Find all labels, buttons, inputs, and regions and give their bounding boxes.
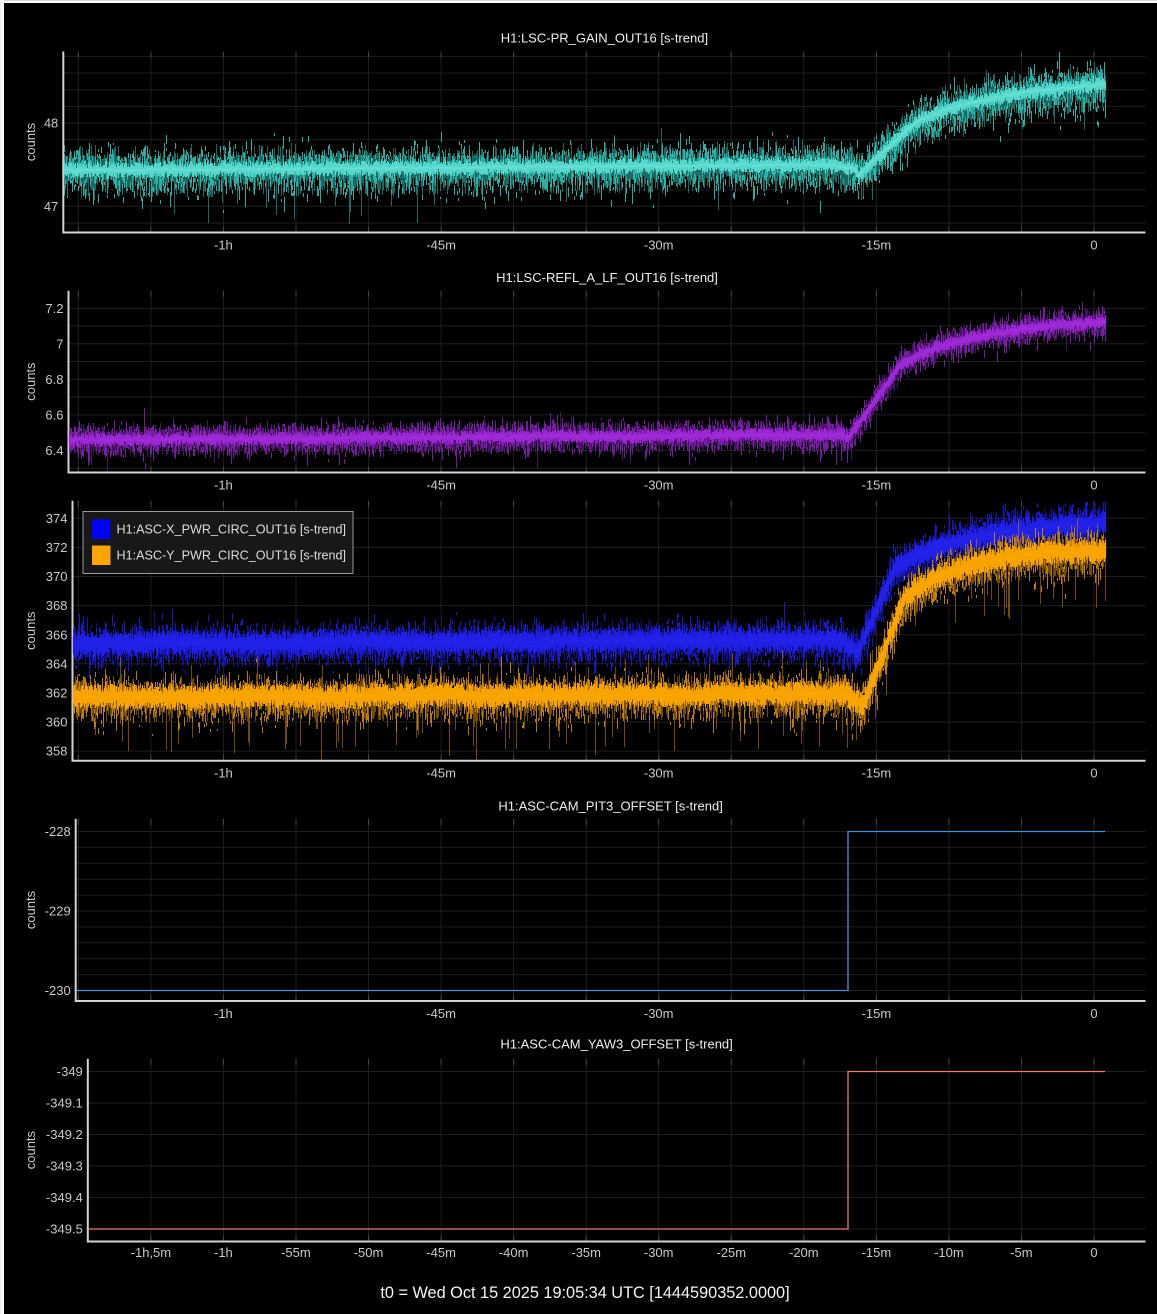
svg-text:-45m: -45m (426, 237, 456, 252)
svg-text:H1:ASC-X_PWR_CIRC_OUT16 [s-tre: H1:ASC-X_PWR_CIRC_OUT16 [s-trend] (117, 523, 347, 537)
svg-text:358: 358 (46, 744, 68, 759)
svg-text:-1h: -1h (214, 237, 233, 252)
svg-text:H1:ASC-Y_PWR_CIRC_OUT16 [s-tre: H1:ASC-Y_PWR_CIRC_OUT16 [s-trend] (117, 549, 347, 563)
svg-text:-25m: -25m (716, 1245, 746, 1260)
svg-text:-349.5: -349.5 (46, 1222, 83, 1237)
svg-text:-228: -228 (45, 824, 71, 839)
svg-text:-20m: -20m (789, 1245, 819, 1260)
svg-text:-1h: -1h (214, 1245, 233, 1260)
svg-text:370: 370 (46, 569, 68, 584)
svg-text:-15m: -15m (862, 766, 892, 781)
svg-text:0: 0 (1090, 766, 1097, 781)
svg-text:-30m: -30m (644, 237, 674, 252)
svg-text:-1h: -1h (214, 477, 233, 492)
svg-text:6.8: 6.8 (45, 372, 63, 387)
svg-text:0: 0 (1090, 237, 1097, 252)
svg-text:0: 0 (1090, 477, 1097, 492)
svg-text:t0 = Wed Oct 15 2025 19:05:34: t0 = Wed Oct 15 2025 19:05:34 UTC [14445… (380, 1284, 789, 1302)
svg-text:0: 0 (1090, 1006, 1097, 1021)
svg-text:374: 374 (46, 511, 68, 526)
svg-text:-15m: -15m (862, 1006, 892, 1021)
svg-text:-35m: -35m (571, 1245, 601, 1260)
svg-text:-45m: -45m (426, 477, 456, 492)
svg-text:-45m: -45m (426, 1245, 456, 1260)
svg-text:-45m: -45m (426, 1006, 456, 1021)
svg-text:366: 366 (46, 627, 68, 642)
svg-text:counts: counts (23, 611, 38, 650)
svg-text:H1:ASC-CAM_YAW3_OFFSET [s-tren: H1:ASC-CAM_YAW3_OFFSET [s-trend] (500, 1036, 732, 1051)
svg-text:H1:LSC-PR_GAIN_OUT16 [s-trend]: H1:LSC-PR_GAIN_OUT16 [s-trend] (501, 30, 708, 45)
svg-text:H1:LSC-REFL_A_LF_OUT16 [s-tren: H1:LSC-REFL_A_LF_OUT16 [s-trend] (496, 270, 718, 285)
svg-text:7.2: 7.2 (45, 301, 63, 316)
svg-text:372: 372 (46, 540, 68, 555)
svg-text:-40m: -40m (499, 1245, 529, 1260)
svg-text:6.4: 6.4 (45, 443, 63, 458)
svg-text:-30m: -30m (644, 477, 674, 492)
svg-text:counts: counts (23, 362, 38, 401)
svg-text:-30m: -30m (644, 766, 674, 781)
svg-text:-229: -229 (45, 904, 71, 919)
svg-text:6.6: 6.6 (45, 408, 63, 423)
svg-text:counts: counts (23, 1130, 38, 1169)
svg-text:48: 48 (44, 116, 58, 131)
svg-text:-349.2: -349.2 (46, 1127, 83, 1142)
svg-text:-30m: -30m (644, 1245, 674, 1260)
svg-text:-15m: -15m (862, 237, 892, 252)
svg-text:-1h,5m: -1h,5m (131, 1245, 171, 1260)
svg-text:47: 47 (44, 199, 58, 214)
svg-text:-349.3: -349.3 (46, 1159, 83, 1174)
svg-text:7: 7 (56, 336, 63, 351)
svg-text:-5m: -5m (1010, 1245, 1032, 1260)
svg-text:0: 0 (1090, 1245, 1097, 1260)
svg-text:368: 368 (46, 598, 68, 613)
svg-text:counts: counts (23, 890, 38, 929)
svg-text:-55m: -55m (281, 1245, 311, 1260)
svg-text:-1h: -1h (214, 1006, 233, 1021)
svg-text:-349.4: -349.4 (46, 1190, 83, 1205)
svg-text:-45m: -45m (426, 766, 456, 781)
svg-text:364: 364 (46, 656, 68, 671)
svg-text:-1h: -1h (214, 766, 233, 781)
svg-text:-349: -349 (57, 1064, 83, 1079)
svg-text:counts: counts (23, 122, 38, 161)
svg-text:362: 362 (46, 686, 68, 701)
svg-text:-230: -230 (45, 983, 71, 998)
svg-text:H1:ASC-CAM_PIT3_OFFSET [s-tren: H1:ASC-CAM_PIT3_OFFSET [s-trend] (498, 798, 722, 813)
svg-text:-10m: -10m (934, 1245, 964, 1260)
svg-text:-15m: -15m (862, 1245, 892, 1260)
svg-text:-15m: -15m (862, 477, 892, 492)
svg-text:360: 360 (46, 715, 68, 730)
svg-text:-50m: -50m (354, 1245, 384, 1260)
svg-text:-349.1: -349.1 (46, 1096, 83, 1111)
svg-text:-30m: -30m (644, 1006, 674, 1021)
